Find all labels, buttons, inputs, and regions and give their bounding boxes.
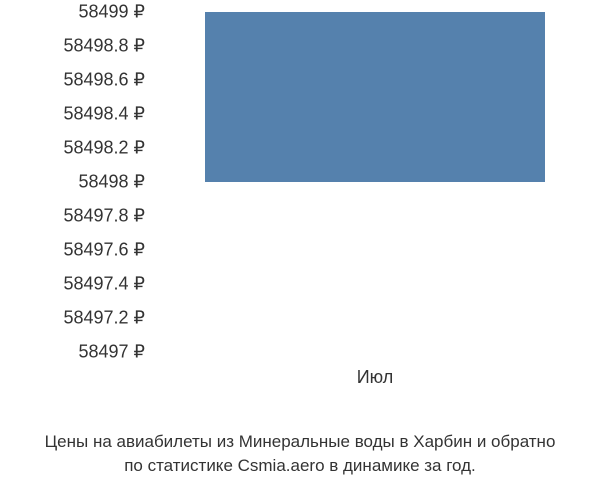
y-tick-label: 58498.8 ₽: [63, 36, 145, 57]
y-tick-label: 58498 ₽: [78, 172, 145, 193]
y-tick-label: 58497.8 ₽: [63, 206, 145, 227]
y-tick-label: 58497 ₽: [78, 342, 145, 363]
y-tick-label: 58497.4 ₽: [63, 274, 145, 295]
y-tick-label: 58497.6 ₽: [63, 240, 145, 261]
x-axis-label: Июл: [357, 367, 394, 388]
caption-line-2: по статистике Csmia.aero в динамике за г…: [124, 456, 476, 475]
plot-area: Июл: [155, 12, 575, 352]
y-tick-label: 58498.4 ₽: [63, 104, 145, 125]
price-chart: 58499 ₽ 58498.8 ₽ 58498.6 ₽ 58498.4 ₽ 58498.…: [0, 0, 600, 500]
y-tick-label: 58497.2 ₽: [63, 308, 145, 329]
chart-caption: Цены на авиабилеты из Минеральные воды в…: [0, 430, 600, 478]
bar: [205, 12, 545, 182]
y-tick-label: 58498.6 ₽: [63, 70, 145, 91]
y-tick-label: 58498.2 ₽: [63, 138, 145, 159]
y-tick-label: 58499 ₽: [78, 2, 145, 23]
caption-line-1: Цены на авиабилеты из Минеральные воды в…: [45, 432, 556, 451]
